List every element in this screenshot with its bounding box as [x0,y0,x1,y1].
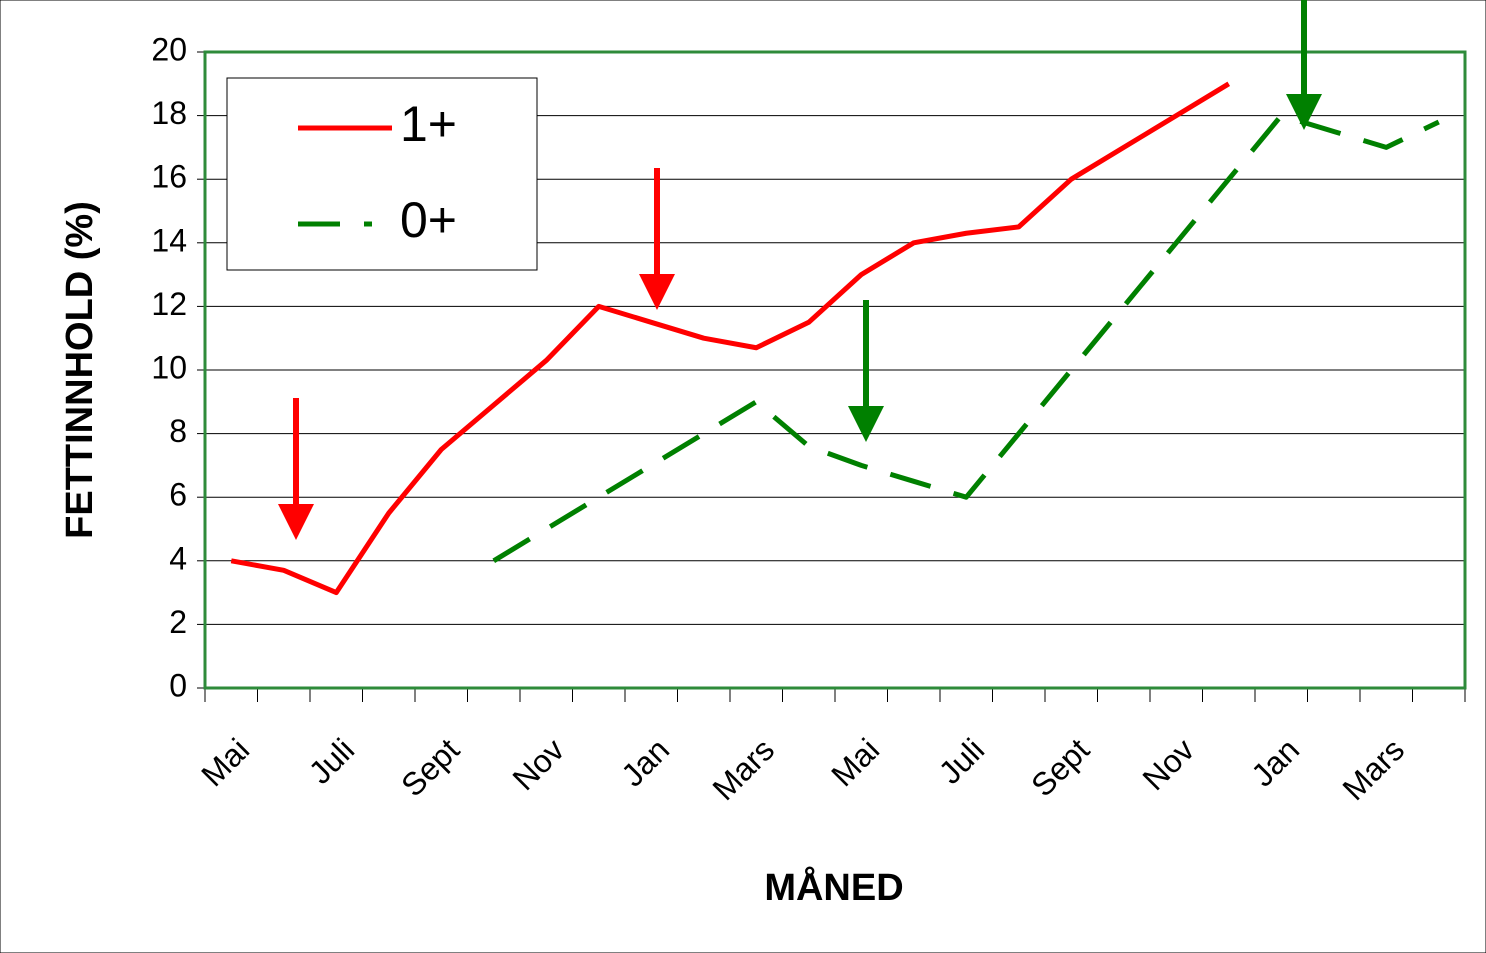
y-tick-label: 2 [169,604,187,640]
x-axis-label: MÅNED [764,865,903,909]
y-tick-label: 10 [151,349,187,385]
legend-label: 1+ [400,96,457,152]
series-line [492,113,1440,563]
legend-label: 0+ [400,192,457,248]
marks [230,81,1440,596]
y-tick-label: 8 [169,413,187,449]
y-tick-label: 20 [151,31,187,67]
y-tick-label: 0 [169,667,187,703]
annotations [278,0,1322,540]
plot-border [203,50,1467,690]
y-tick-label: 12 [151,286,187,322]
y-tick-label: 6 [169,477,187,513]
legend: 1+ 0+ [226,77,538,271]
y-tick-label: 4 [169,540,187,576]
y-tick-label: 18 [151,95,187,131]
series-line [230,81,1231,596]
y-tick-label: 16 [151,159,187,195]
y-axis-label: FETTINNHOLD (%) [59,201,101,539]
y-tick-label: 14 [151,222,187,258]
legend-box [226,77,538,271]
